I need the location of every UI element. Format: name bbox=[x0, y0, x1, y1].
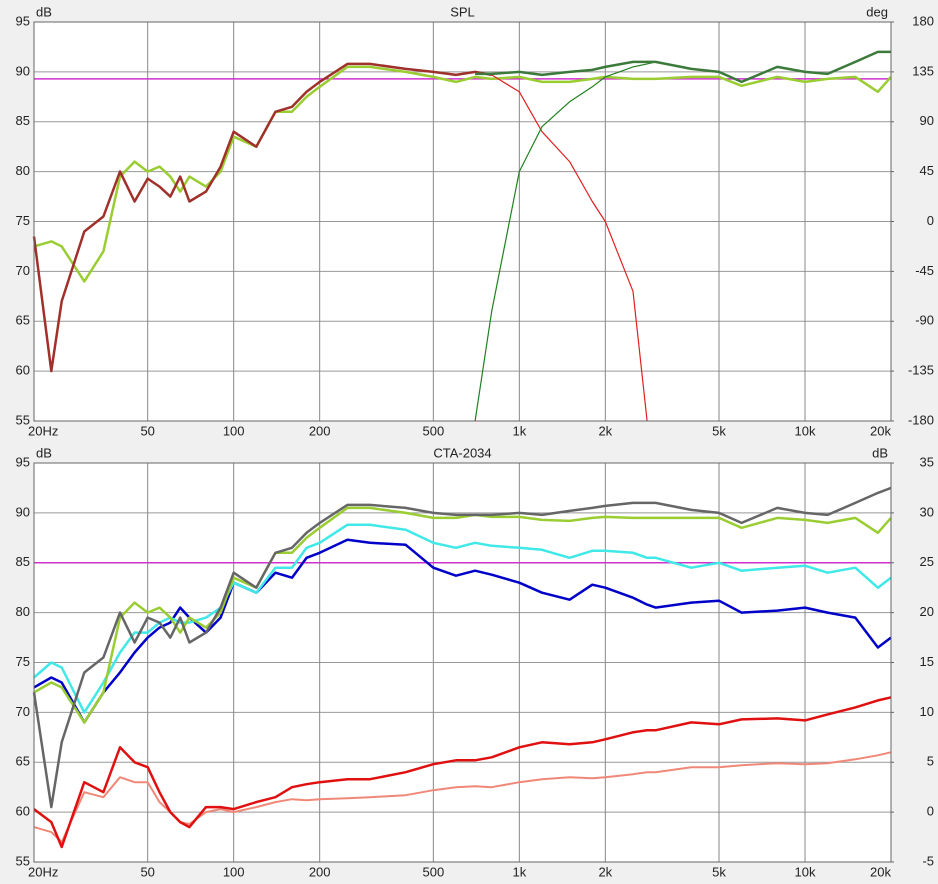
x-tick-label: 500 bbox=[422, 423, 444, 438]
y-tick-label: 90 bbox=[16, 63, 30, 78]
y2-tick-label: 180 bbox=[912, 13, 934, 28]
y2-tick-label: 20 bbox=[920, 604, 934, 619]
x-tick-label: 20Hz bbox=[28, 423, 58, 438]
x-tick-label: 200 bbox=[309, 423, 331, 438]
y2-tick-label: 0 bbox=[927, 213, 934, 228]
y-tick-label: 90 bbox=[16, 504, 30, 519]
x-tick-label: 50 bbox=[140, 864, 154, 879]
y-tick-label: 55 bbox=[16, 853, 30, 868]
x-tick-label: 100 bbox=[223, 423, 245, 438]
y2-tick-label: 15 bbox=[920, 654, 934, 669]
x-tick-label: 2k bbox=[598, 864, 612, 879]
y2-tick-label: 10 bbox=[920, 704, 934, 719]
x-tick-label: 1k bbox=[512, 423, 526, 438]
series-line bbox=[33, 506, 892, 724]
y-tick-label: 95 bbox=[16, 13, 30, 28]
y2-tick-label: -45 bbox=[915, 263, 934, 278]
x-tick-label: 200 bbox=[309, 864, 331, 879]
plot-frame bbox=[33, 21, 892, 422]
series-line bbox=[32, 62, 492, 373]
y-tick-label: 85 bbox=[16, 113, 30, 128]
series-line bbox=[475, 50, 891, 84]
x-tick-label: 100 bbox=[223, 864, 245, 879]
y-tick-label: 75 bbox=[16, 213, 30, 228]
y2-tick-label: 30 bbox=[920, 504, 934, 519]
y-tick-label: 55 bbox=[16, 412, 30, 427]
y2-tick-label: 5 bbox=[927, 754, 934, 769]
series-line bbox=[474, 61, 656, 422]
y2-tick-label: -135 bbox=[908, 363, 934, 378]
chart-title: CTA-2034 bbox=[433, 445, 491, 460]
x-tick-label: 500 bbox=[422, 864, 444, 879]
series-line bbox=[33, 751, 892, 843]
series-line bbox=[32, 486, 892, 809]
series-line bbox=[33, 523, 892, 714]
y-tick-label: 75 bbox=[16, 654, 30, 669]
x-tick-label: 1k bbox=[512, 864, 526, 879]
x-tick-label: 5k bbox=[712, 864, 726, 879]
x-tick-label: 10k bbox=[795, 864, 816, 879]
y-tick-label: 70 bbox=[16, 263, 30, 278]
y-tick-label: 95 bbox=[16, 454, 30, 469]
y2-tick-label: 90 bbox=[920, 113, 934, 128]
y2-axis-label: deg bbox=[866, 4, 888, 19]
y-tick-label: 60 bbox=[16, 363, 30, 378]
y2-tick-label: 45 bbox=[920, 163, 934, 178]
y-tick-label: 70 bbox=[16, 704, 30, 719]
y2-tick-label: -180 bbox=[908, 412, 934, 427]
x-tick-label: 10k bbox=[795, 423, 816, 438]
y-tick-label: 85 bbox=[16, 554, 30, 569]
x-tick-label: 2k bbox=[598, 423, 612, 438]
x-tick-label: 20Hz bbox=[28, 864, 58, 879]
y2-axis-label: dB bbox=[872, 445, 888, 460]
x-tick-label: 5k bbox=[712, 423, 726, 438]
y2-tick-label: -5 bbox=[922, 853, 934, 868]
series-line bbox=[33, 538, 892, 724]
y-axis-label: dB bbox=[36, 445, 52, 460]
y-tick-label: 65 bbox=[16, 313, 30, 328]
x-tick-label: 20k bbox=[870, 864, 891, 879]
series-line bbox=[474, 71, 648, 422]
y-axis-label: dB bbox=[36, 4, 52, 19]
series-line bbox=[33, 65, 892, 283]
y2-tick-label: 35 bbox=[920, 454, 934, 469]
y2-tick-label: 25 bbox=[920, 554, 934, 569]
y-tick-label: 65 bbox=[16, 754, 30, 769]
series-line bbox=[33, 696, 892, 849]
y-tick-label: 80 bbox=[16, 163, 30, 178]
y-tick-label: 80 bbox=[16, 604, 30, 619]
y2-tick-label: 0 bbox=[927, 804, 934, 819]
x-tick-label: 20k bbox=[870, 423, 891, 438]
x-tick-label: 50 bbox=[140, 423, 154, 438]
y2-tick-label: -90 bbox=[915, 313, 934, 328]
chart-title: SPL bbox=[450, 4, 475, 19]
plot-frame bbox=[33, 462, 892, 863]
y-tick-label: 60 bbox=[16, 804, 30, 819]
y2-tick-label: 135 bbox=[912, 63, 934, 78]
